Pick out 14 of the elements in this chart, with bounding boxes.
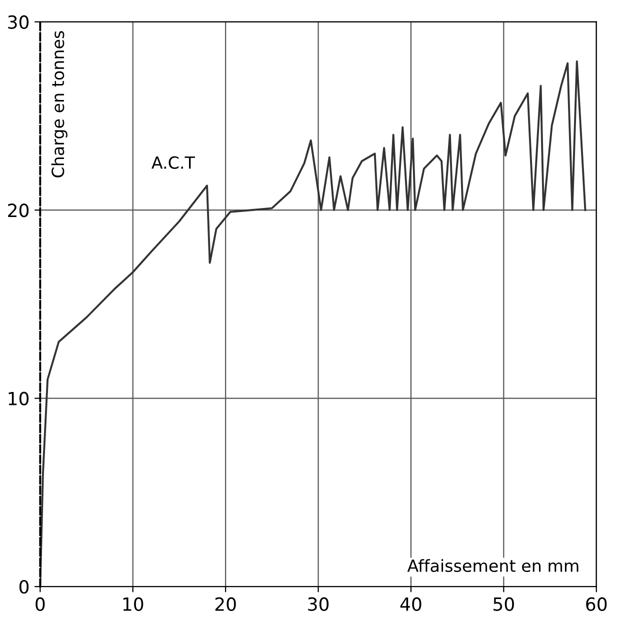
x-tick-label: 30	[308, 597, 329, 611]
annotation: A.C.T	[152, 156, 195, 169]
x-tick-label: 10	[123, 597, 144, 611]
y-tick-label: 0	[19, 580, 29, 594]
x-tick-label: 50	[494, 597, 514, 611]
x-tick-label: 40	[400, 597, 422, 611]
x-axis-title: Affaissement en mm	[407, 559, 578, 572]
x-tick-label: 0	[36, 597, 45, 611]
x-tick-label: 20	[215, 597, 236, 611]
y-tick-label: 20	[8, 204, 29, 218]
x-tick-label: 60	[586, 597, 607, 611]
y-tick-label: 10	[8, 392, 29, 406]
y-tick-label: 30	[8, 15, 29, 29]
y-axis-title: Charge en tonnes	[51, 31, 68, 178]
